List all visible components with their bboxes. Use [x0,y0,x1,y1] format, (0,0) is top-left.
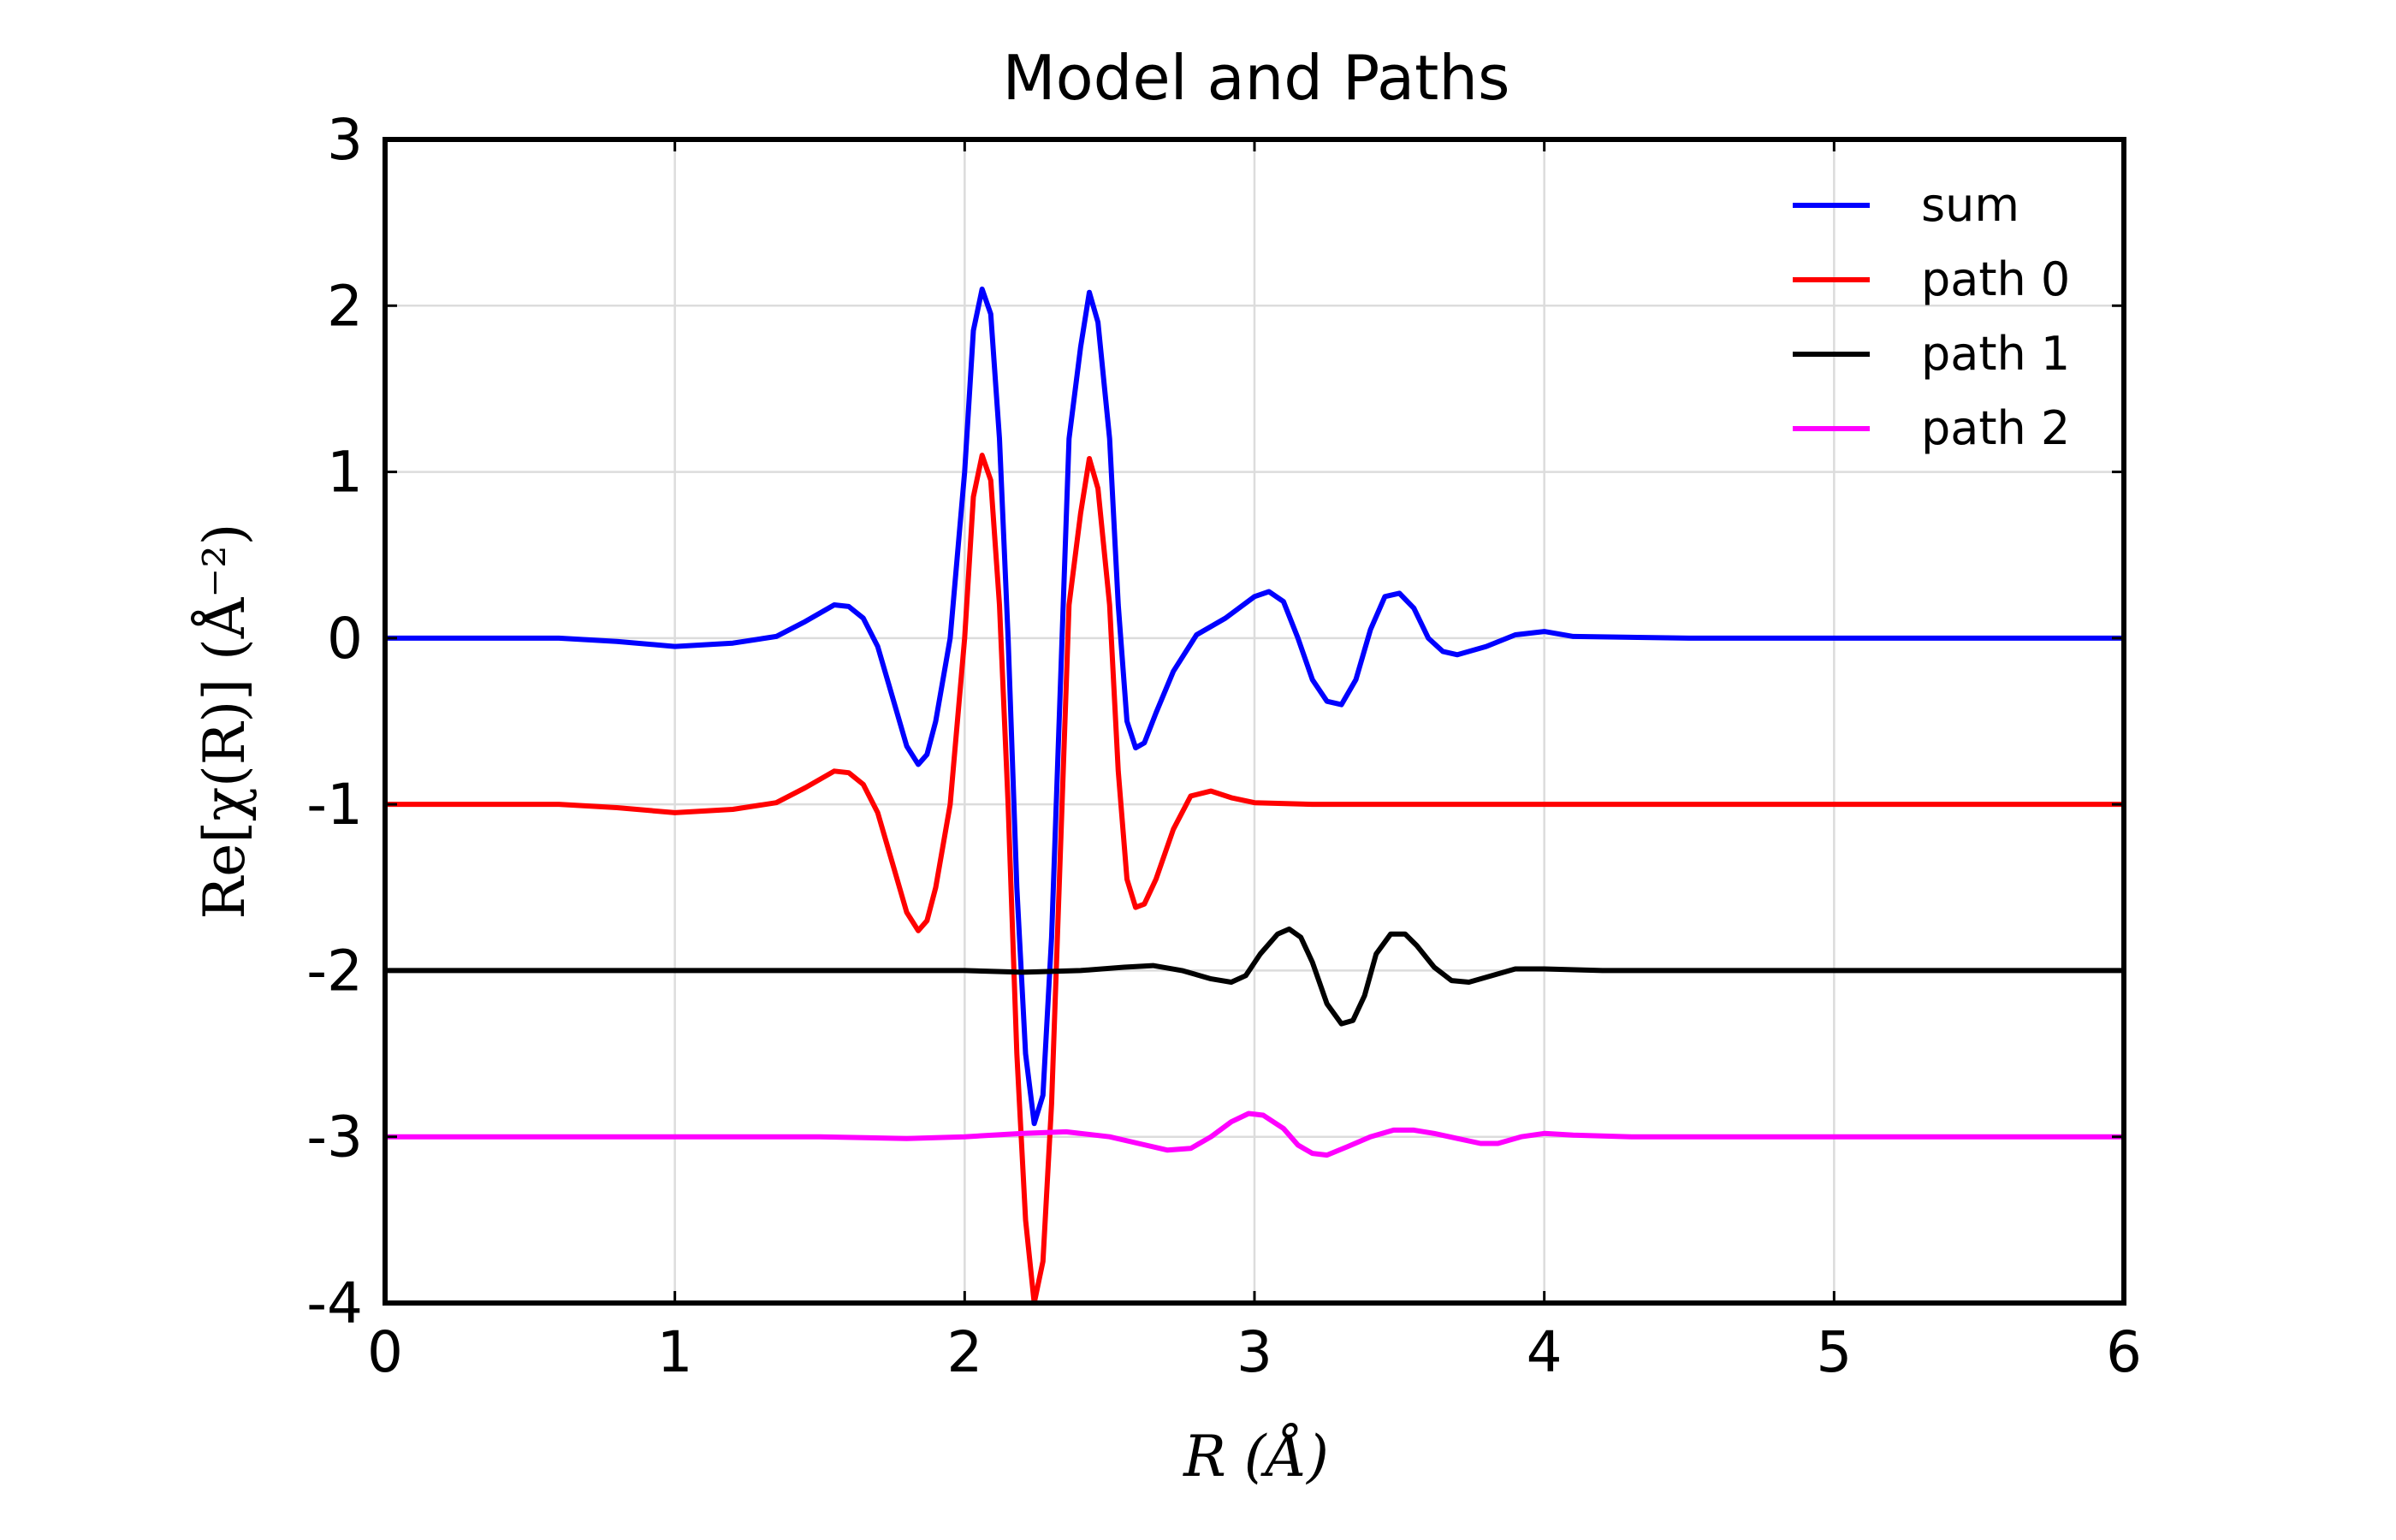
x-tick-label: 5 [1816,1319,1852,1385]
series-line-sum [383,286,2126,1127]
x-axis-label: R (Å) [1183,1424,1329,1490]
series-line-path-1 [383,926,2126,1027]
legend: sum path 0 path 1 path 2 [1793,178,2070,455]
y-tick-label: -1 [306,772,363,838]
x-tick-label: 0 [367,1319,403,1385]
series-line-path-0 [383,453,2126,1306]
legend-label: path 2 [1921,401,2070,455]
legend-label: sum [1921,178,2019,232]
y-axis-label: Re[χ(R)] (Å⁻²) [192,524,258,920]
x-tick-label: 4 [1527,1319,1563,1385]
legend-label: path 1 [1921,327,2070,381]
y-tick-label: -2 [306,938,363,1004]
axis-ticks: 0 1 2 3 4 5 6 3 2 1 0 -1 -2 -3 -4 [306,107,2142,1385]
y-tick-label: 2 [327,273,363,339]
series-line-path-2 [383,1111,2126,1158]
x-tick-label: 3 [1237,1319,1272,1385]
grid [385,139,2124,1303]
y-tick-label: -3 [306,1105,363,1170]
x-tick-label: 6 [2106,1319,2142,1385]
y-tick-label: 3 [327,107,363,173]
x-tick-label: 1 [657,1319,693,1385]
chart-title: Model and Paths [1002,42,1509,114]
y-tick-label: 1 [327,440,363,506]
x-tick-label: 2 [946,1319,982,1385]
y-tick-label: 0 [327,606,363,672]
series-layer [383,286,2126,1306]
legend-label: path 0 [1921,252,2070,306]
y-tick-label: -4 [306,1270,363,1336]
